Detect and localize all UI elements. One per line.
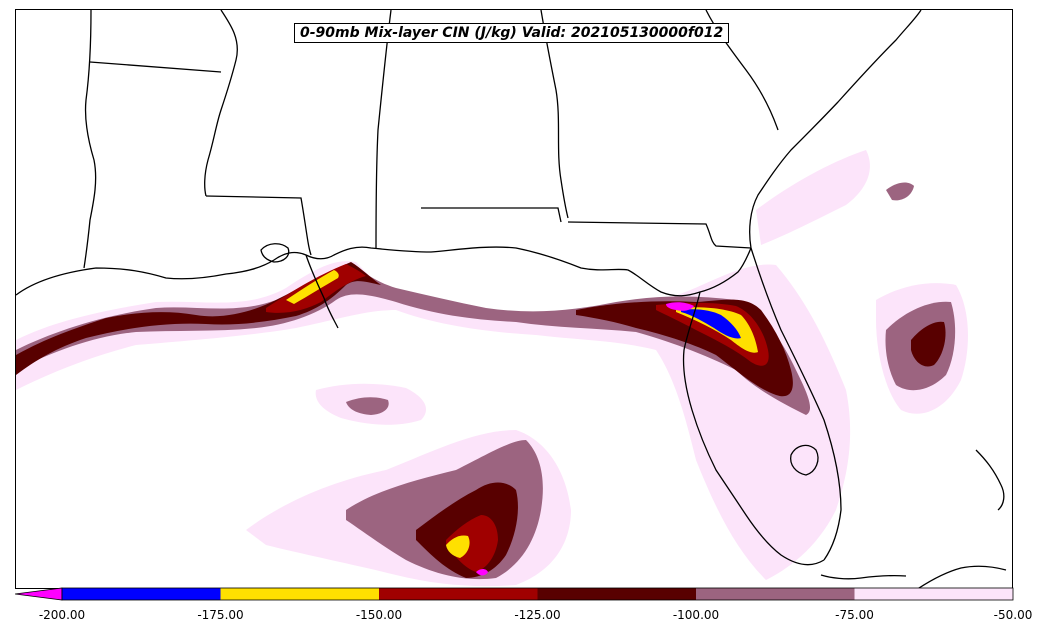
cin-field-magenta-fl <box>666 302 694 311</box>
cin-field-red-south <box>446 515 498 572</box>
border-ar-la <box>89 61 222 73</box>
colorbar-bin <box>696 588 855 600</box>
border-la-ms-south <box>205 195 312 256</box>
cin-field-magenta-south <box>476 569 488 576</box>
colorbar-bin <box>62 588 221 600</box>
border-ms-la <box>204 10 238 197</box>
cin-field-darkred-east <box>911 321 946 367</box>
cin-field-light-atlantic <box>756 150 870 245</box>
colorbar-tick-label: -125.00 <box>514 608 561 622</box>
coastlines <box>16 10 1007 588</box>
cin-field-darkred-gulf <box>16 262 381 375</box>
bahamas <box>975 449 1005 511</box>
map-canvas <box>16 10 1007 588</box>
map-title: 0-90mb Mix-layer CIN (J/kg) Valid: 20210… <box>294 23 730 43</box>
colorbar-tick-label: -100.00 <box>672 608 720 622</box>
lake-okeechobee <box>790 444 819 476</box>
lake-pontchartrain <box>260 243 290 263</box>
map-frame: 0-90mb Mix-layer CIN (J/kg) Valid: 20210… <box>15 9 1013 589</box>
colorbar-bin <box>220 588 379 600</box>
border-al-fl <box>421 207 562 223</box>
cin-field-purple-central <box>346 397 389 415</box>
florida-west-coast <box>682 291 825 566</box>
cin-field-blue-fl <box>681 309 741 339</box>
border-al-ga <box>540 10 569 219</box>
state-borders <box>83 10 779 269</box>
cin-field-yellow-gulf <box>286 270 339 304</box>
cin-fields <box>16 150 968 587</box>
gulf-coastline <box>16 246 752 297</box>
colorbar-bin <box>854 588 1013 600</box>
colorbar-extend-min <box>15 587 63 601</box>
colorbar-tick-label: -175.00 <box>197 608 244 622</box>
cin-field-purple-ne <box>886 182 914 201</box>
colorbar-tick-label: -150.00 <box>355 608 403 622</box>
colorbar-tick-label: -50.00 <box>993 608 1033 622</box>
atlantic-coastline <box>749 10 922 249</box>
border-ms-al <box>375 10 392 249</box>
cin-field-purple-gulf <box>16 265 811 415</box>
florida-keys <box>820 574 907 580</box>
florida-east-coast <box>750 247 842 561</box>
cuba-coast <box>917 565 1007 588</box>
border-tx-la <box>83 10 97 269</box>
colorbar-bins <box>15 587 1014 601</box>
colorbar-tick-label: -75.00 <box>835 608 874 622</box>
colorbar-outline <box>61 587 1014 601</box>
mississippi-delta <box>305 254 339 329</box>
colorbar-tick-label: -200.00 <box>38 608 86 622</box>
border-ga-fl <box>567 221 752 249</box>
cin-field-yellow-south <box>446 535 470 558</box>
colorbar-bin <box>537 588 696 600</box>
colorbar-bin <box>379 588 538 600</box>
colorbar <box>15 587 1014 601</box>
cin-field-light-gulf <box>16 261 851 580</box>
